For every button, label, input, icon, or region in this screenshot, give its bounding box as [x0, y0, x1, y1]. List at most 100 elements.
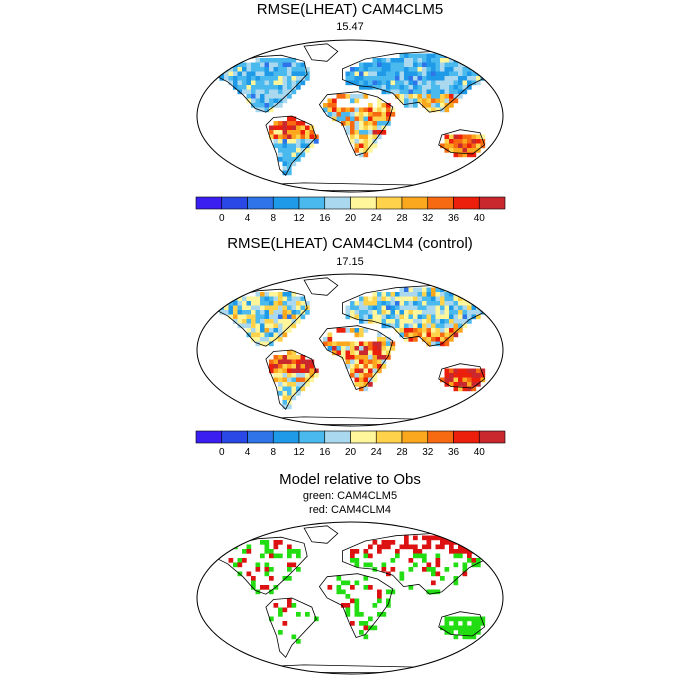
grid-cell — [413, 76, 418, 81]
grid-cell — [363, 373, 369, 378]
grid-cell — [368, 107, 373, 113]
grid-cell — [309, 139, 315, 144]
grid-cell — [435, 71, 441, 77]
grid-cell — [287, 359, 292, 365]
grid-cell — [264, 540, 270, 545]
grid-cell — [305, 125, 310, 131]
grid-cell — [278, 139, 283, 144]
grid-cell — [278, 355, 283, 360]
grid-cell — [269, 323, 274, 329]
grid-cell — [467, 152, 472, 158]
grid-cell — [404, 535, 409, 541]
grid-cell — [354, 125, 360, 131]
grid-cell — [264, 332, 270, 338]
grid-cell — [296, 157, 301, 162]
grid-cell — [242, 314, 247, 320]
grid-cell — [359, 134, 364, 140]
grid-cell — [350, 350, 355, 356]
grid-cell — [359, 305, 364, 311]
grid-cell — [426, 89, 432, 95]
grid-cell — [417, 553, 423, 559]
grid-cell — [233, 314, 238, 320]
grid-cell — [237, 319, 243, 324]
grid-cell — [264, 314, 270, 320]
grid-cell — [435, 553, 441, 559]
grid-cell — [390, 319, 396, 324]
colorbar-tick-label: 36 — [448, 447, 460, 458]
grid-cell — [291, 148, 297, 153]
grid-cell — [309, 368, 315, 374]
colorbar-tick-label: 4 — [245, 213, 251, 224]
grid-cell — [345, 594, 351, 599]
grid-cell — [458, 368, 463, 374]
grid-cell — [300, 121, 306, 126]
grid-cell — [260, 328, 265, 333]
grid-cell — [471, 143, 477, 149]
grid-cell — [381, 310, 387, 315]
colorbar-tick-label: 20 — [345, 213, 357, 224]
grid-cell — [426, 85, 432, 90]
grid-cell — [354, 116, 360, 122]
grid-cell — [287, 323, 292, 329]
grid-cell — [291, 382, 297, 387]
grid-cell — [471, 634, 477, 640]
grid-cell — [287, 377, 292, 383]
grid-cell — [282, 130, 288, 135]
grid-cell — [395, 314, 400, 320]
grid-cell — [291, 157, 297, 162]
grid-cell — [413, 71, 418, 77]
grid-cell — [260, 310, 265, 315]
grid-cell — [296, 355, 301, 360]
grid-cell — [435, 305, 441, 311]
grid-cell — [354, 603, 360, 608]
grid-cell — [278, 80, 283, 86]
colorbar-box — [298, 196, 326, 210]
grid-cell — [278, 373, 283, 378]
grid-cell — [440, 103, 445, 108]
grid-cell — [287, 603, 292, 608]
grid-cell — [471, 544, 477, 550]
grid-cell — [264, 103, 270, 108]
grid-cell — [354, 67, 360, 72]
grid-cell — [260, 540, 265, 545]
grid-cell — [467, 134, 472, 140]
grid-cell — [377, 80, 382, 86]
grid-cell — [426, 332, 432, 338]
grid-cell — [273, 130, 279, 135]
panel-2-title: RMSE(LHEAT) CAM4CLM4 (control) — [227, 235, 473, 252]
grid-cell — [246, 80, 252, 86]
grid-cell — [354, 71, 360, 77]
grid-cell — [372, 67, 378, 72]
grid-cell — [345, 328, 351, 333]
grid-cell — [395, 292, 400, 297]
grid-cell — [413, 562, 418, 568]
grid-cell — [278, 94, 283, 99]
grid-cell — [485, 71, 490, 77]
grid-cell — [255, 58, 261, 63]
grid-cell — [336, 576, 342, 581]
grid-cell — [264, 585, 270, 590]
grid-cell — [354, 94, 360, 99]
grid-cell — [435, 103, 441, 108]
grid-cell — [282, 80, 288, 86]
grid-cell — [359, 62, 364, 68]
grid-cell — [332, 98, 337, 104]
grid-cell — [345, 364, 351, 369]
grid-cell — [449, 310, 454, 315]
grid-cell — [404, 305, 409, 311]
grid-cell — [278, 391, 283, 396]
grid-cell — [417, 328, 423, 333]
grid-cell — [440, 71, 445, 77]
grid-cell — [296, 76, 301, 81]
coastline — [341, 284, 492, 347]
grid-cell — [242, 76, 247, 81]
grid-cell — [336, 341, 342, 347]
grid-cell — [363, 94, 369, 99]
grid-cell — [458, 386, 463, 392]
grid-cell — [386, 71, 391, 77]
grid-cell — [291, 323, 297, 329]
grid-cell — [458, 67, 463, 72]
grid-cell — [300, 359, 306, 365]
grid-cell — [345, 71, 351, 77]
grid-cell — [287, 544, 292, 550]
